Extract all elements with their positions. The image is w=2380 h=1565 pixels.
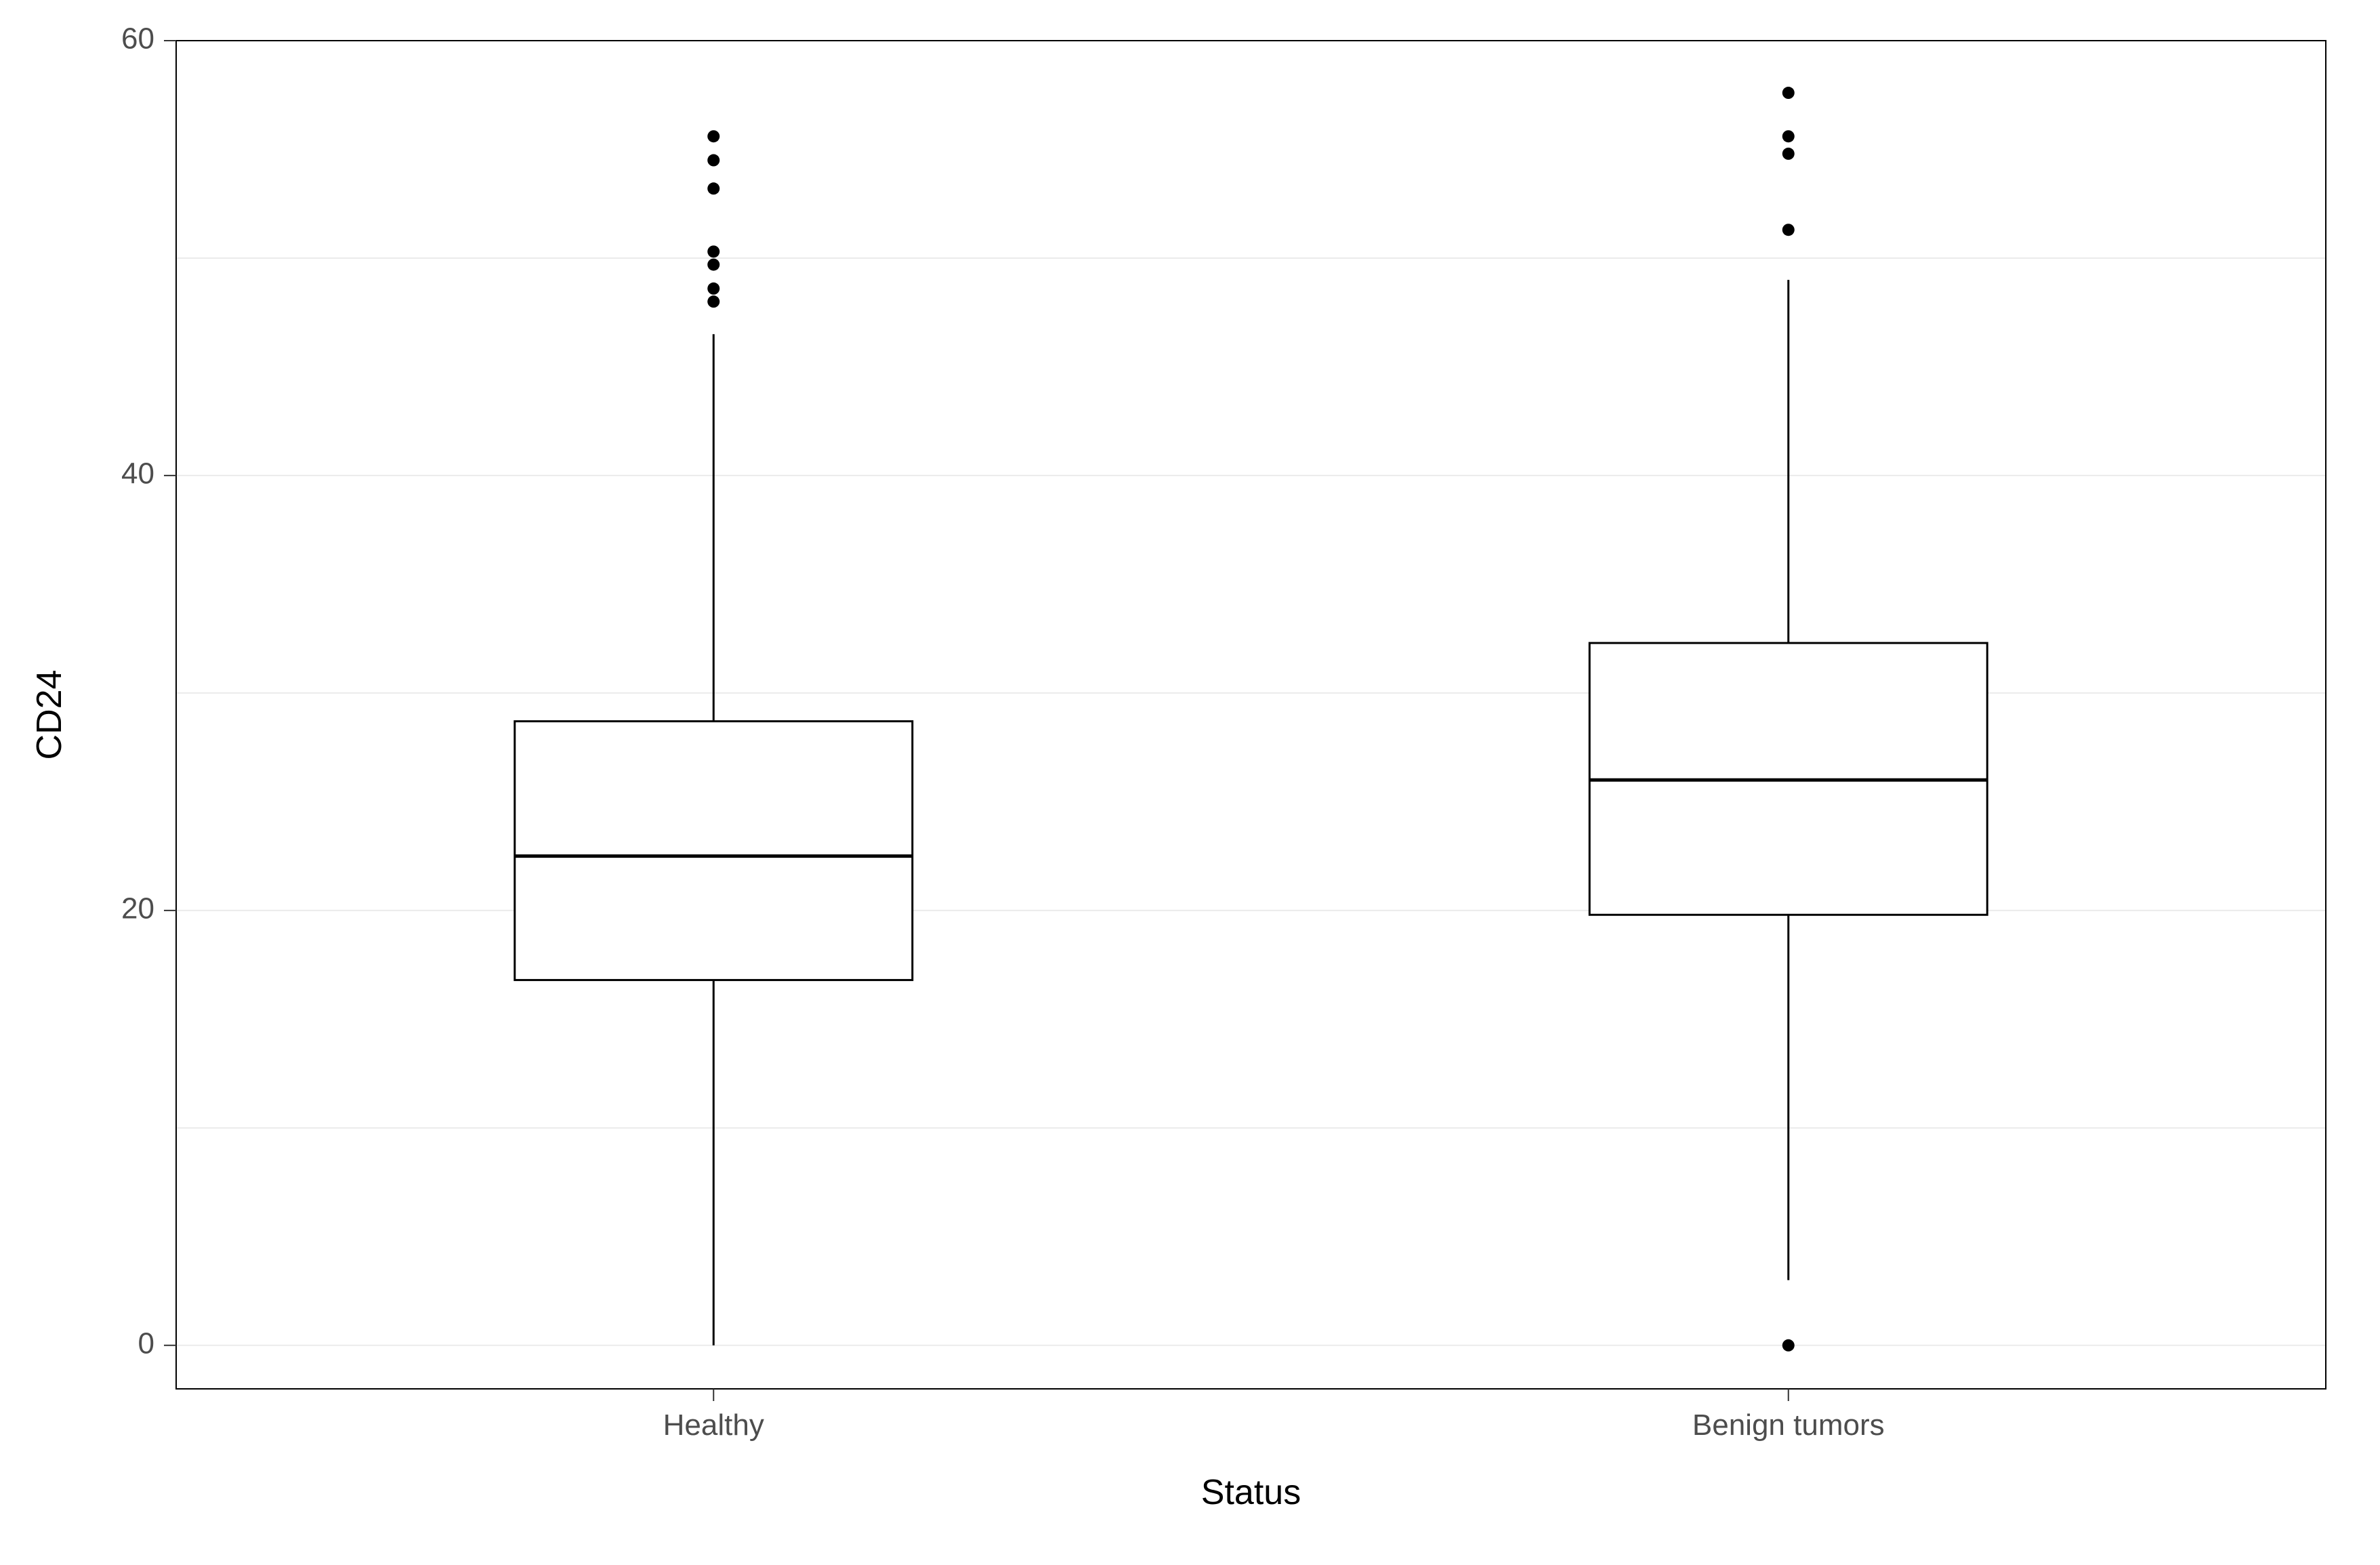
- outlier-point: [1782, 130, 1795, 142]
- y-axis-label: CD24: [30, 670, 69, 760]
- outlier-point: [1782, 148, 1795, 160]
- y-tick-label: 20: [121, 892, 154, 925]
- outlier-point: [707, 130, 719, 142]
- y-tick-label: 0: [138, 1327, 154, 1360]
- boxplot-chart: 0 20 40 60 Healthy Benign tumors CD24 Status: [0, 0, 2380, 1565]
- x-axis-label: Status: [1201, 1473, 1301, 1512]
- y-tick-label: 40: [121, 457, 154, 491]
- box: [515, 722, 913, 980]
- outlier-point: [707, 295, 719, 308]
- outlier-point: [707, 182, 719, 194]
- y-tick-label: 60: [121, 22, 154, 56]
- outlier-point: [1782, 1339, 1795, 1352]
- outlier-point: [707, 283, 719, 295]
- outlier-point: [707, 259, 719, 271]
- x-tick-label: Benign tumors: [1692, 1408, 1885, 1442]
- outlier-point: [1782, 87, 1795, 99]
- outlier-point: [707, 245, 719, 257]
- outlier-point: [1782, 224, 1795, 236]
- x-tick-label: Healthy: [663, 1408, 764, 1442]
- outlier-point: [707, 154, 719, 167]
